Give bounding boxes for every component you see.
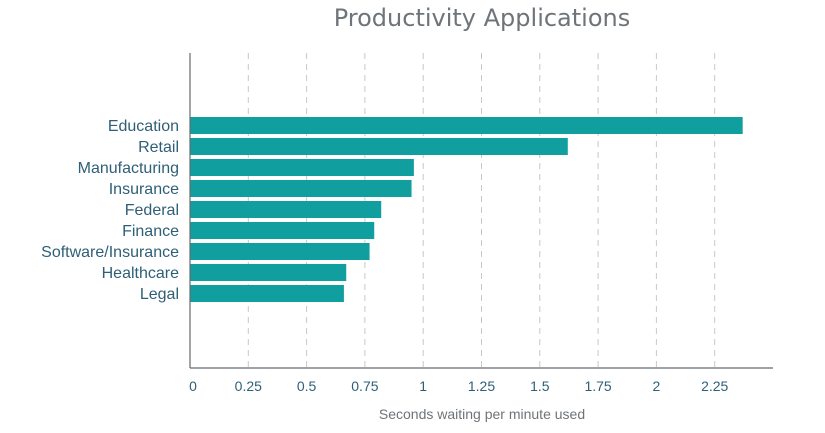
x-tick-label: 0 — [189, 378, 197, 394]
category-label: Healthcare — [102, 265, 179, 282]
bar — [190, 117, 743, 134]
x-tick-labels: 0 0.25 0.5 0.75 1 1.25 1.5 1.75 2 2.25 — [189, 378, 728, 394]
x-tick-label: 0.5 — [297, 378, 317, 394]
bar — [190, 285, 344, 302]
category-label: Education — [108, 118, 179, 135]
bar — [190, 201, 382, 218]
bar — [190, 264, 347, 281]
axes — [189, 53, 773, 369]
category-label: Retail — [138, 139, 179, 156]
bars — [190, 117, 743, 302]
x-tick-label: 1.25 — [468, 378, 495, 394]
x-tick-label: 2.25 — [701, 378, 728, 394]
category-labels: Education Retail Manufacturing Insurance Fed… — [41, 118, 179, 303]
x-tick-label: 1 — [419, 378, 427, 394]
bar — [190, 138, 568, 155]
category-label: Finance — [122, 223, 179, 240]
x-tick-label: 2 — [653, 378, 661, 394]
x-axis-title: Seconds waiting per minute used — [379, 406, 585, 422]
category-label: Federal — [125, 202, 179, 219]
category-label: Insurance — [109, 181, 179, 198]
chart-title: Productivity Applications — [334, 4, 631, 32]
x-tick-label: 1.75 — [584, 378, 611, 394]
bar — [190, 243, 370, 260]
bar — [190, 159, 414, 176]
category-label: Legal — [140, 286, 179, 303]
x-tick-label: 0.25 — [235, 378, 262, 394]
category-label: Software/Insurance — [41, 244, 179, 261]
bar — [190, 180, 412, 197]
bar — [190, 222, 375, 239]
x-tick-label: 0.75 — [351, 378, 378, 394]
x-tick-label: 1.5 — [530, 378, 550, 394]
category-label: Manufacturing — [78, 160, 179, 177]
